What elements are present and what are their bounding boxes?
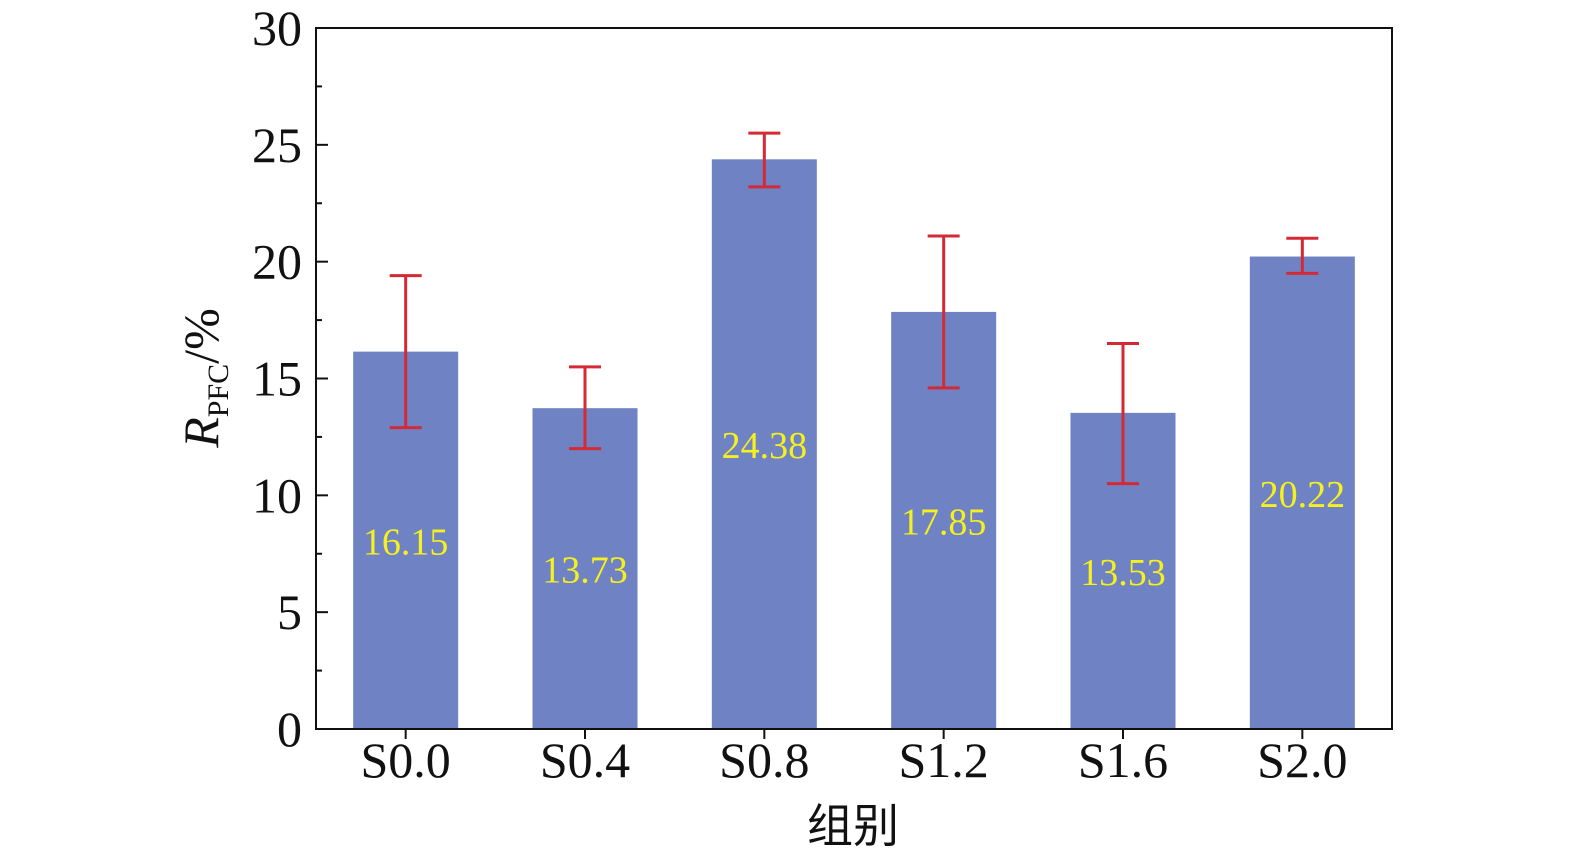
data-label-S0.0: 16.15 — [363, 521, 449, 563]
value-labels: 16.15 13.73 24.38 17.85 13.53 20.22 — [363, 425, 1345, 594]
error-bar-S0.4 — [569, 365, 601, 451]
error-bar-S0.8 — [748, 131, 781, 189]
x-tick-label-S0.0: S0.0 — [361, 732, 451, 788]
bars — [353, 159, 1355, 729]
bar-S2.0 — [1249, 256, 1355, 729]
error-bars — [389, 131, 1319, 486]
bar-S0.4 — [532, 408, 638, 729]
x-tick-label-S1.2: S1.2 — [899, 732, 989, 788]
y-tick-label-15: 15 — [252, 351, 302, 407]
x-tick-label-S0.8: S0.8 — [719, 732, 809, 788]
error-bar-S1.2 — [927, 234, 960, 390]
bar-S0.8 — [711, 159, 817, 729]
y-axis-label-main: R — [173, 417, 229, 449]
y-axis-label-sub: PFC — [202, 364, 235, 417]
data-label-S0.4: 13.73 — [542, 550, 628, 592]
y-tick-label-30: 30 — [252, 0, 302, 56]
data-label-S0.8: 24.38 — [722, 425, 808, 467]
x-tick-label-S1.6: S1.6 — [1078, 732, 1168, 788]
y-axis-label-unit: /% — [173, 308, 229, 364]
x-tick-label-S0.4: S0.4 — [540, 732, 630, 788]
data-label-S2.0: 20.22 — [1260, 474, 1346, 516]
y-tick-label-25: 25 — [252, 117, 302, 173]
tick-labels: S0.0 S0.4 S0.8 S1.2 S1.6 S2.0 0 5 10 15 20 25 30 — [252, 0, 1347, 788]
error-bar-S1.6 — [1107, 341, 1139, 486]
y-tick-label-5: 5 — [277, 584, 302, 640]
error-bar-S2.0 — [1286, 236, 1319, 275]
y-tick-label-20: 20 — [252, 234, 302, 290]
axes — [315, 27, 1393, 739]
data-label-S1.2: 17.85 — [901, 501, 987, 543]
x-axis-label: 组别 — [807, 799, 899, 853]
x-tick-label-S2.0: S2.0 — [1257, 732, 1347, 788]
y-tick-label-10: 10 — [252, 467, 302, 523]
y-tick-label-0: 0 — [277, 701, 302, 757]
data-label-S1.6: 13.53 — [1080, 552, 1166, 594]
plot-frame — [315, 27, 1393, 730]
error-bar-S0.0 — [389, 274, 422, 430]
y-axis-label: RPFC/% — [173, 308, 235, 448]
